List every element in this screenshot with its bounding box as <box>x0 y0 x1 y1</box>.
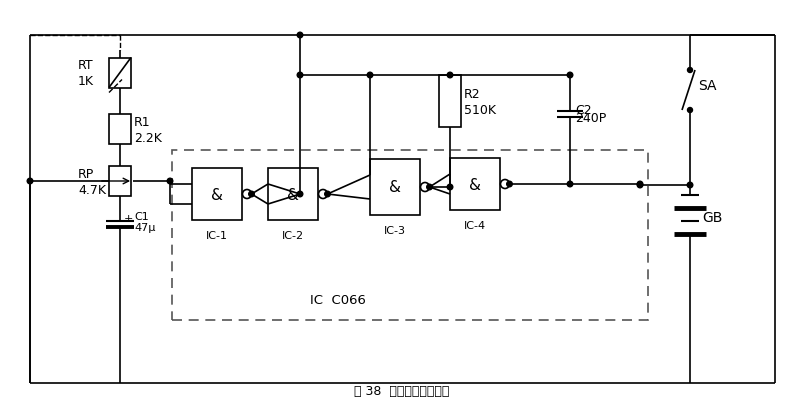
Circle shape <box>568 182 573 188</box>
Bar <box>109 58 131 88</box>
Circle shape <box>367 73 373 79</box>
Circle shape <box>427 185 432 190</box>
Text: IC-1: IC-1 <box>206 230 228 241</box>
Text: IC-2: IC-2 <box>282 230 304 241</box>
Text: 510K: 510K <box>464 103 496 116</box>
Text: 240P: 240P <box>575 112 606 125</box>
Text: 4.7K: 4.7K <box>78 183 106 196</box>
Bar <box>370 160 420 215</box>
Text: 2.2K: 2.2K <box>134 131 162 144</box>
Circle shape <box>687 108 692 113</box>
Circle shape <box>501 180 510 189</box>
Circle shape <box>638 183 643 188</box>
Bar <box>109 166 131 196</box>
Circle shape <box>568 73 573 79</box>
Text: +: + <box>124 213 134 224</box>
Text: C2: C2 <box>575 103 592 116</box>
Text: RT: RT <box>78 59 93 72</box>
Circle shape <box>638 182 643 188</box>
Text: &: & <box>389 180 401 195</box>
Circle shape <box>242 190 251 199</box>
Text: GB: GB <box>702 211 722 225</box>
Circle shape <box>420 183 430 192</box>
Bar <box>439 76 461 128</box>
Circle shape <box>448 185 452 190</box>
Text: &: & <box>211 187 223 202</box>
Circle shape <box>167 179 173 184</box>
Text: RP: RP <box>78 167 94 180</box>
Circle shape <box>297 33 303 39</box>
Bar <box>268 168 318 220</box>
Text: IC-4: IC-4 <box>464 220 486 230</box>
Circle shape <box>249 192 254 197</box>
Circle shape <box>687 68 692 73</box>
Circle shape <box>324 192 330 197</box>
Circle shape <box>297 73 303 79</box>
Text: 47μ: 47μ <box>134 222 155 232</box>
Circle shape <box>506 182 512 188</box>
Text: 1K: 1K <box>78 75 94 88</box>
Text: R1: R1 <box>134 115 151 128</box>
Text: &: & <box>287 187 299 202</box>
Circle shape <box>448 73 452 79</box>
Bar <box>192 168 242 220</box>
Circle shape <box>297 192 303 197</box>
Bar <box>109 115 131 145</box>
Text: IC  C066: IC C066 <box>310 294 366 307</box>
Text: &: & <box>469 177 481 192</box>
Text: 图 38  水开报知器电路图: 图 38 水开报知器电路图 <box>354 384 450 397</box>
Circle shape <box>319 190 328 199</box>
Text: SA: SA <box>698 79 716 93</box>
Bar <box>172 151 648 320</box>
Text: IC-3: IC-3 <box>384 226 406 235</box>
Circle shape <box>687 183 693 188</box>
Text: R2: R2 <box>464 87 481 100</box>
Circle shape <box>27 179 33 184</box>
Text: C1: C1 <box>134 211 149 222</box>
Bar <box>450 159 500 211</box>
